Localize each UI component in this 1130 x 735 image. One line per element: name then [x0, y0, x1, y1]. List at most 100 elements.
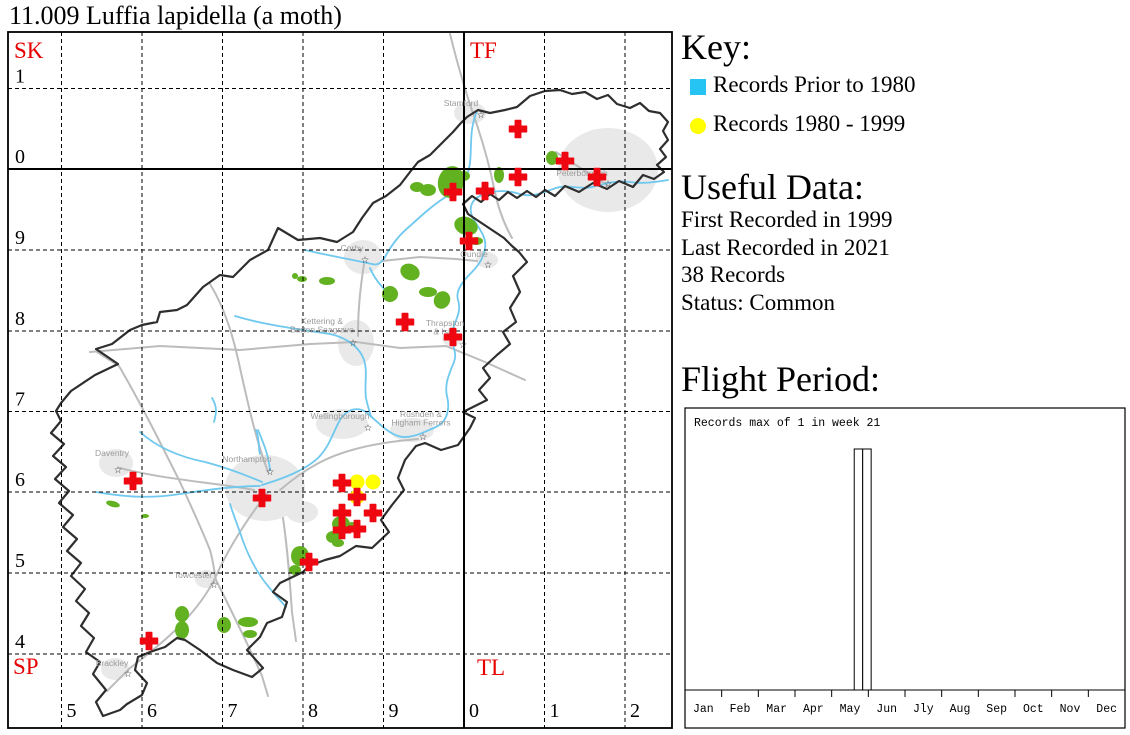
grid-square-letter: TL [477, 655, 505, 680]
chart-content: Jan Feb Mar Apr May Jun Jly Aug Sep Oct Nov Dec [685, 448, 1125, 716]
urban-areas [99, 102, 658, 680]
grid-square-letter: TF [470, 38, 497, 63]
grid-square-letter: SK [14, 38, 44, 63]
record-cross-marker [443, 182, 463, 202]
record-cross-marker [123, 471, 143, 491]
grid-col-label: 8 [308, 700, 318, 722]
town-star-icon: ☆ [604, 179, 613, 190]
town-label: Thrapston [426, 318, 465, 328]
town-label: & Islip [433, 327, 456, 337]
record-1980-1999-marker [365, 474, 381, 490]
town-star-icon: ☆ [459, 340, 468, 351]
useful-data-section: Useful Data: First Recorded in 1999 Last… [681, 168, 892, 316]
grid-row-label: 8 [15, 308, 25, 330]
record-count-line: 38 Records [681, 262, 786, 287]
key-heading: Key: [681, 27, 751, 67]
town-star-icon: ☆ [114, 465, 123, 476]
month-label: Feb [730, 703, 751, 716]
town-label: Daventry [95, 448, 130, 458]
record-cross-marker [587, 167, 607, 187]
town-label: Brackley [96, 658, 129, 668]
record-cross-marker [443, 327, 463, 347]
grid-col-label: 9 [389, 700, 399, 722]
town-label: Higham Ferrers [391, 418, 450, 428]
useful-data-heading: Useful Data: [681, 167, 864, 207]
month-label: Jan [693, 703, 714, 716]
record-cross-marker [299, 552, 319, 572]
town-star-icon: ☆ [484, 260, 493, 271]
chart-border [684, 407, 1126, 729]
record-cross-marker [332, 503, 352, 523]
grid-col-label: 5 [67, 700, 77, 722]
town-label: Peterborough [556, 168, 608, 178]
month-label: Oct [1023, 703, 1044, 716]
key-item-label: Records 1980 - 1999 [713, 111, 906, 136]
record-cross-marker [475, 181, 495, 201]
first-recorded-line: First Recorded in 1999 [681, 207, 893, 232]
month-label: Mar [766, 703, 787, 716]
town-star-icon: ☆ [210, 580, 219, 591]
town-label: Wellingborough [311, 411, 370, 421]
distribution-map: Stamford☆Peterborough☆Corby☆Oundle☆Kette… [7, 31, 673, 729]
month-label: Aug [950, 703, 971, 716]
month-label: Apr [803, 703, 824, 716]
grid-square-letter: SP [13, 654, 39, 679]
town-star-icon: ☆ [361, 255, 370, 266]
month-label: Dec [1096, 703, 1117, 716]
grid-col-label: 0 [469, 700, 479, 722]
grid-row-label: 0 [15, 146, 25, 168]
record-cross-marker [252, 488, 272, 508]
key-item-prior-1980: Records Prior to 1980 [681, 72, 916, 105]
record-cross-marker [555, 151, 575, 171]
woodland-patches [106, 151, 558, 639]
flight-period-heading: Flight Period: [681, 359, 881, 399]
town-label: Rushden & [400, 409, 442, 419]
flight-period-chart: Records max of 1 in week 21 Jan Feb Mar Apr… [684, 407, 1126, 729]
grid-col-label: 2 [630, 700, 640, 722]
grid-row-label: 6 [15, 469, 25, 491]
records-1980-1999-swatch-icon [690, 118, 706, 134]
town-star-icon: ☆ [349, 338, 358, 349]
town-label: Barton Seagrave [290, 325, 354, 335]
key-section: Key: Records Prior to 1980 Records 1980 … [681, 27, 916, 144]
last-recorded-line: Last Recorded in 2021 [681, 234, 890, 260]
flight-week-bar [862, 448, 872, 691]
town-labels: Stamford☆Peterborough☆Corby☆Oundle☆Kette… [95, 98, 612, 680]
flight-week-bar [853, 448, 864, 691]
town-star-icon: ☆ [124, 669, 133, 680]
record-cross-marker [139, 631, 159, 651]
record-cross-marker [459, 231, 479, 251]
roads [89, 33, 609, 697]
month-label: May [840, 703, 861, 716]
month-label: Jun [876, 703, 897, 716]
grid-col-label: 1 [550, 700, 560, 722]
key-item-1980-1999: Records 1980 - 1999 [681, 111, 905, 144]
map-border [7, 31, 673, 729]
town-star-icon: ☆ [419, 432, 428, 443]
town-label: Oundle [460, 249, 488, 259]
grid-row-label: 1 [15, 66, 25, 88]
record-cross-marker [508, 167, 528, 187]
status-line: Status: Common [681, 289, 835, 315]
town-label: Corby [341, 243, 364, 253]
grid-col-label: 6 [147, 700, 157, 722]
town-label: Northampton [222, 454, 271, 464]
grid-row-label: 4 [15, 631, 25, 653]
record-markers [123, 119, 607, 651]
key-item-label: Records Prior to 1980 [713, 72, 916, 97]
grid-row-label: 7 [15, 389, 25, 411]
record-cross-marker [347, 487, 367, 507]
month-label: Nov [1060, 703, 1081, 716]
grid-row-label: 5 [15, 550, 25, 572]
county-boundary [49, 88, 670, 718]
prior-1980-swatch-icon [690, 79, 706, 95]
record-cross-marker [508, 119, 528, 139]
record-cross-marker [332, 473, 352, 493]
grid-row-label: 9 [15, 227, 25, 249]
town-label: Towcester [174, 570, 212, 580]
flight-period-section: Flight Period: [681, 360, 880, 398]
town-star-icon: ☆ [477, 110, 486, 121]
record-1980-1999-marker [349, 474, 365, 490]
